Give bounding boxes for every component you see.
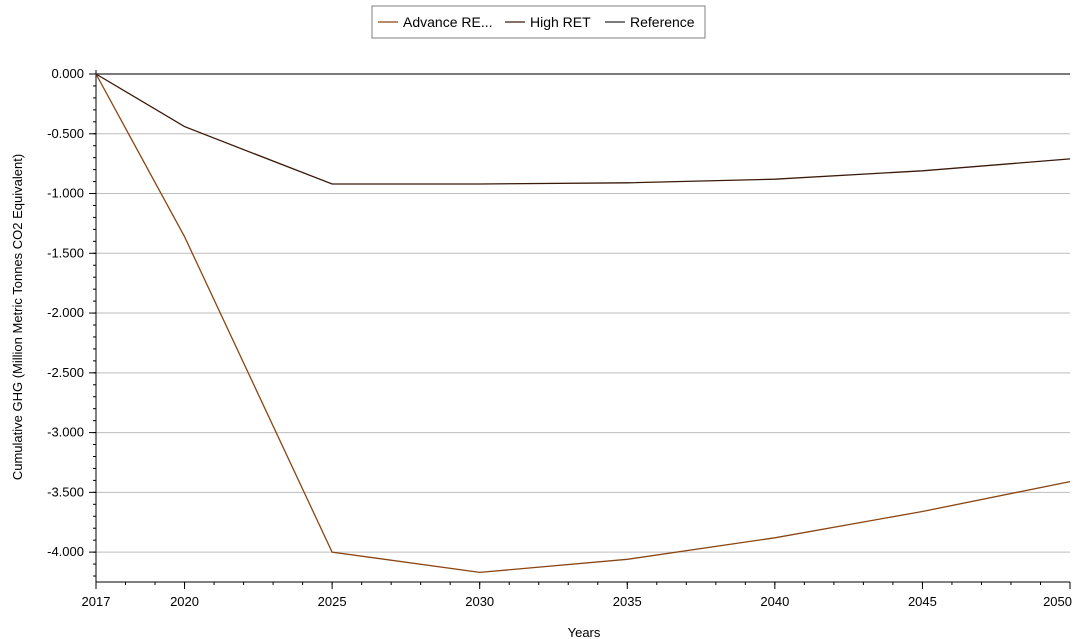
- x-tick-label: 2017: [82, 594, 111, 609]
- y-tick-label: -4.000: [47, 544, 84, 559]
- x-tick-label: 2035: [613, 594, 642, 609]
- x-tick-label: 2025: [318, 594, 347, 609]
- x-tick-label: 2020: [170, 594, 199, 609]
- y-tick-label: -2.000: [47, 305, 84, 320]
- y-tick-label: 0.000: [51, 66, 84, 81]
- y-tick-label: -0.500: [47, 126, 84, 141]
- grid-lines: [96, 73, 1070, 553]
- y-tick-label: -1.000: [47, 186, 84, 201]
- x-tick-label: 2040: [760, 594, 789, 609]
- y-tick-label: -2.500: [47, 365, 84, 380]
- legend-label: Reference: [630, 14, 695, 30]
- x-tick-label: 2050: [1043, 594, 1072, 609]
- series-line: [95, 73, 1071, 185]
- legend-label: Advance RE...: [403, 14, 493, 30]
- series-group: [95, 73, 1071, 574]
- series-line: [95, 73, 1071, 574]
- legend: Advance RE... High RET Reference: [371, 5, 706, 39]
- y-tick-label: -1.500: [47, 245, 84, 260]
- legend-box: [371, 5, 706, 39]
- legend-label: High RET: [530, 14, 591, 30]
- y-axis-title: Cumulative GHG (Million Metric Tonnes CO…: [10, 154, 25, 480]
- y-tick-label: -3.000: [47, 425, 84, 440]
- x-axis-title: Years: [568, 625, 601, 639]
- x-tick-label: 2030: [465, 594, 494, 609]
- tick-labels: 0.000 -0.500 -1.000 -1.500 -2.000 -2.500 -3.00…: [47, 66, 1072, 609]
- y-tick-label: -3.500: [47, 484, 84, 499]
- x-tick-label: 2045: [908, 594, 937, 609]
- axes: [89, 70, 1071, 589]
